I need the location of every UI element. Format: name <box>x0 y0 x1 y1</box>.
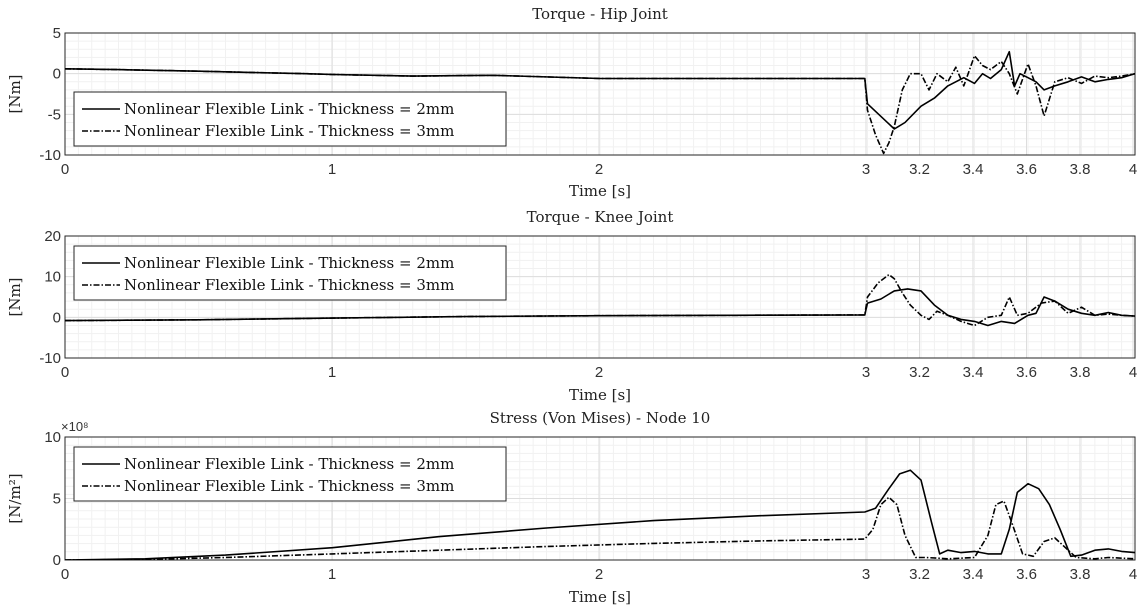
x-tick-label: 4 <box>1129 364 1137 381</box>
legend: Nonlinear Flexible Link - Thickness = 2m… <box>73 245 507 301</box>
y-tick-label: 0 <box>53 309 61 326</box>
chart-title: Torque - Knee Joint <box>527 208 674 226</box>
y-axis-exponent: ×10⁸ <box>61 419 89 434</box>
legend-label: Nonlinear Flexible Link - Thickness = 3m… <box>124 122 454 140</box>
legend: Nonlinear Flexible Link - Thickness = 2m… <box>73 91 507 147</box>
x-tick-label: 3.8 <box>1070 566 1091 583</box>
y-tick-label: 5 <box>53 25 61 42</box>
x-tick-label: 1 <box>328 566 336 583</box>
chart-panel-3: 0 1 2 3 3.2 3.4 3.6 3.8 4 10 5 0 Stress (Von Mises) … <box>6 409 1137 606</box>
x-axis-label: Time [s] <box>569 588 631 606</box>
legend-label: Nonlinear Flexible Link - Thickness = 2m… <box>124 100 454 118</box>
legend-box <box>73 446 507 502</box>
y-tick-label: 10 <box>44 269 61 286</box>
x-tick-label: 4 <box>1129 566 1137 583</box>
x-tick-label: 0 <box>61 161 69 178</box>
y-axis-label: [Nm] <box>6 277 24 316</box>
series-line-thickness-3mm <box>65 54 1135 155</box>
legend-label: Nonlinear Flexible Link - Thickness = 2m… <box>124 254 454 272</box>
y-tick-label: 20 <box>44 228 61 245</box>
legend-label: Nonlinear Flexible Link - Thickness = 3m… <box>124 477 454 495</box>
x-tick-label: 3.2 <box>909 566 930 583</box>
x-tick-label: 3.4 <box>963 161 984 178</box>
y-tick-label: 5 <box>53 491 61 508</box>
x-tick-label: 3 <box>862 566 870 583</box>
x-tick-label: 3 <box>862 364 870 381</box>
series-line-thickness-3mm <box>65 496 1135 560</box>
y-axis-label: [N/m²] <box>6 473 24 523</box>
y-tick-label: 0 <box>53 552 61 569</box>
axes-box <box>64 235 1136 359</box>
x-tick-label: 3 <box>862 161 870 178</box>
x-tick-label: 2 <box>595 161 603 178</box>
chart-title: Torque - Hip Joint <box>532 5 668 23</box>
series-line-thickness-2mm <box>65 469 1135 560</box>
x-axis-label: Time [s] <box>569 182 631 200</box>
x-tick-label: 3.4 <box>963 364 984 381</box>
x-tick-label: 2 <box>595 566 603 583</box>
series-line-thickness-3mm <box>65 273 1135 327</box>
y-tick-label: 10 <box>44 429 61 446</box>
legend-label: Nonlinear Flexible Link - Thickness = 3m… <box>124 276 454 294</box>
x-tick-label: 0 <box>61 364 69 381</box>
x-tick-label: 1 <box>328 364 336 381</box>
y-tick-label: 0 <box>53 66 61 83</box>
legend-label: Nonlinear Flexible Link - Thickness = 2m… <box>124 455 454 473</box>
x-tick-label: 1 <box>328 161 336 178</box>
x-tick-label: 3.6 <box>1016 364 1037 381</box>
legend-box <box>73 91 507 147</box>
x-tick-label: 0 <box>61 566 69 583</box>
x-tick-label: 3.8 <box>1070 364 1091 381</box>
axes-box <box>64 32 1136 156</box>
axes-box <box>64 436 1136 561</box>
chart-panel-1: 0 1 2 3 3.2 3.4 3.6 3.8 4 5 0 -5 -10 Torque - Hip Joi… <box>6 5 1137 200</box>
y-tick-label: -10 <box>39 350 61 367</box>
x-tick-label: 3.2 <box>909 364 930 381</box>
x-tick-label: 3.4 <box>963 566 984 583</box>
y-axis-label: [Nm] <box>6 74 24 113</box>
x-tick-label: 3.2 <box>909 161 930 178</box>
x-tick-label: 2 <box>595 364 603 381</box>
x-tick-label: 3.6 <box>1016 566 1037 583</box>
y-tick-label: -10 <box>39 147 61 164</box>
x-tick-label: 4 <box>1129 161 1137 178</box>
y-tick-label: -5 <box>48 106 61 123</box>
x-axis-label: Time [s] <box>569 386 631 404</box>
x-tick-label: 3.8 <box>1070 161 1091 178</box>
chart-title: Stress (Von Mises) - Node 10 <box>490 409 711 427</box>
series-line-thickness-2mm <box>65 50 1135 130</box>
legend-box <box>73 245 507 301</box>
x-tick-label: 3.6 <box>1016 161 1037 178</box>
legend: Nonlinear Flexible Link - Thickness = 2m… <box>73 446 507 502</box>
